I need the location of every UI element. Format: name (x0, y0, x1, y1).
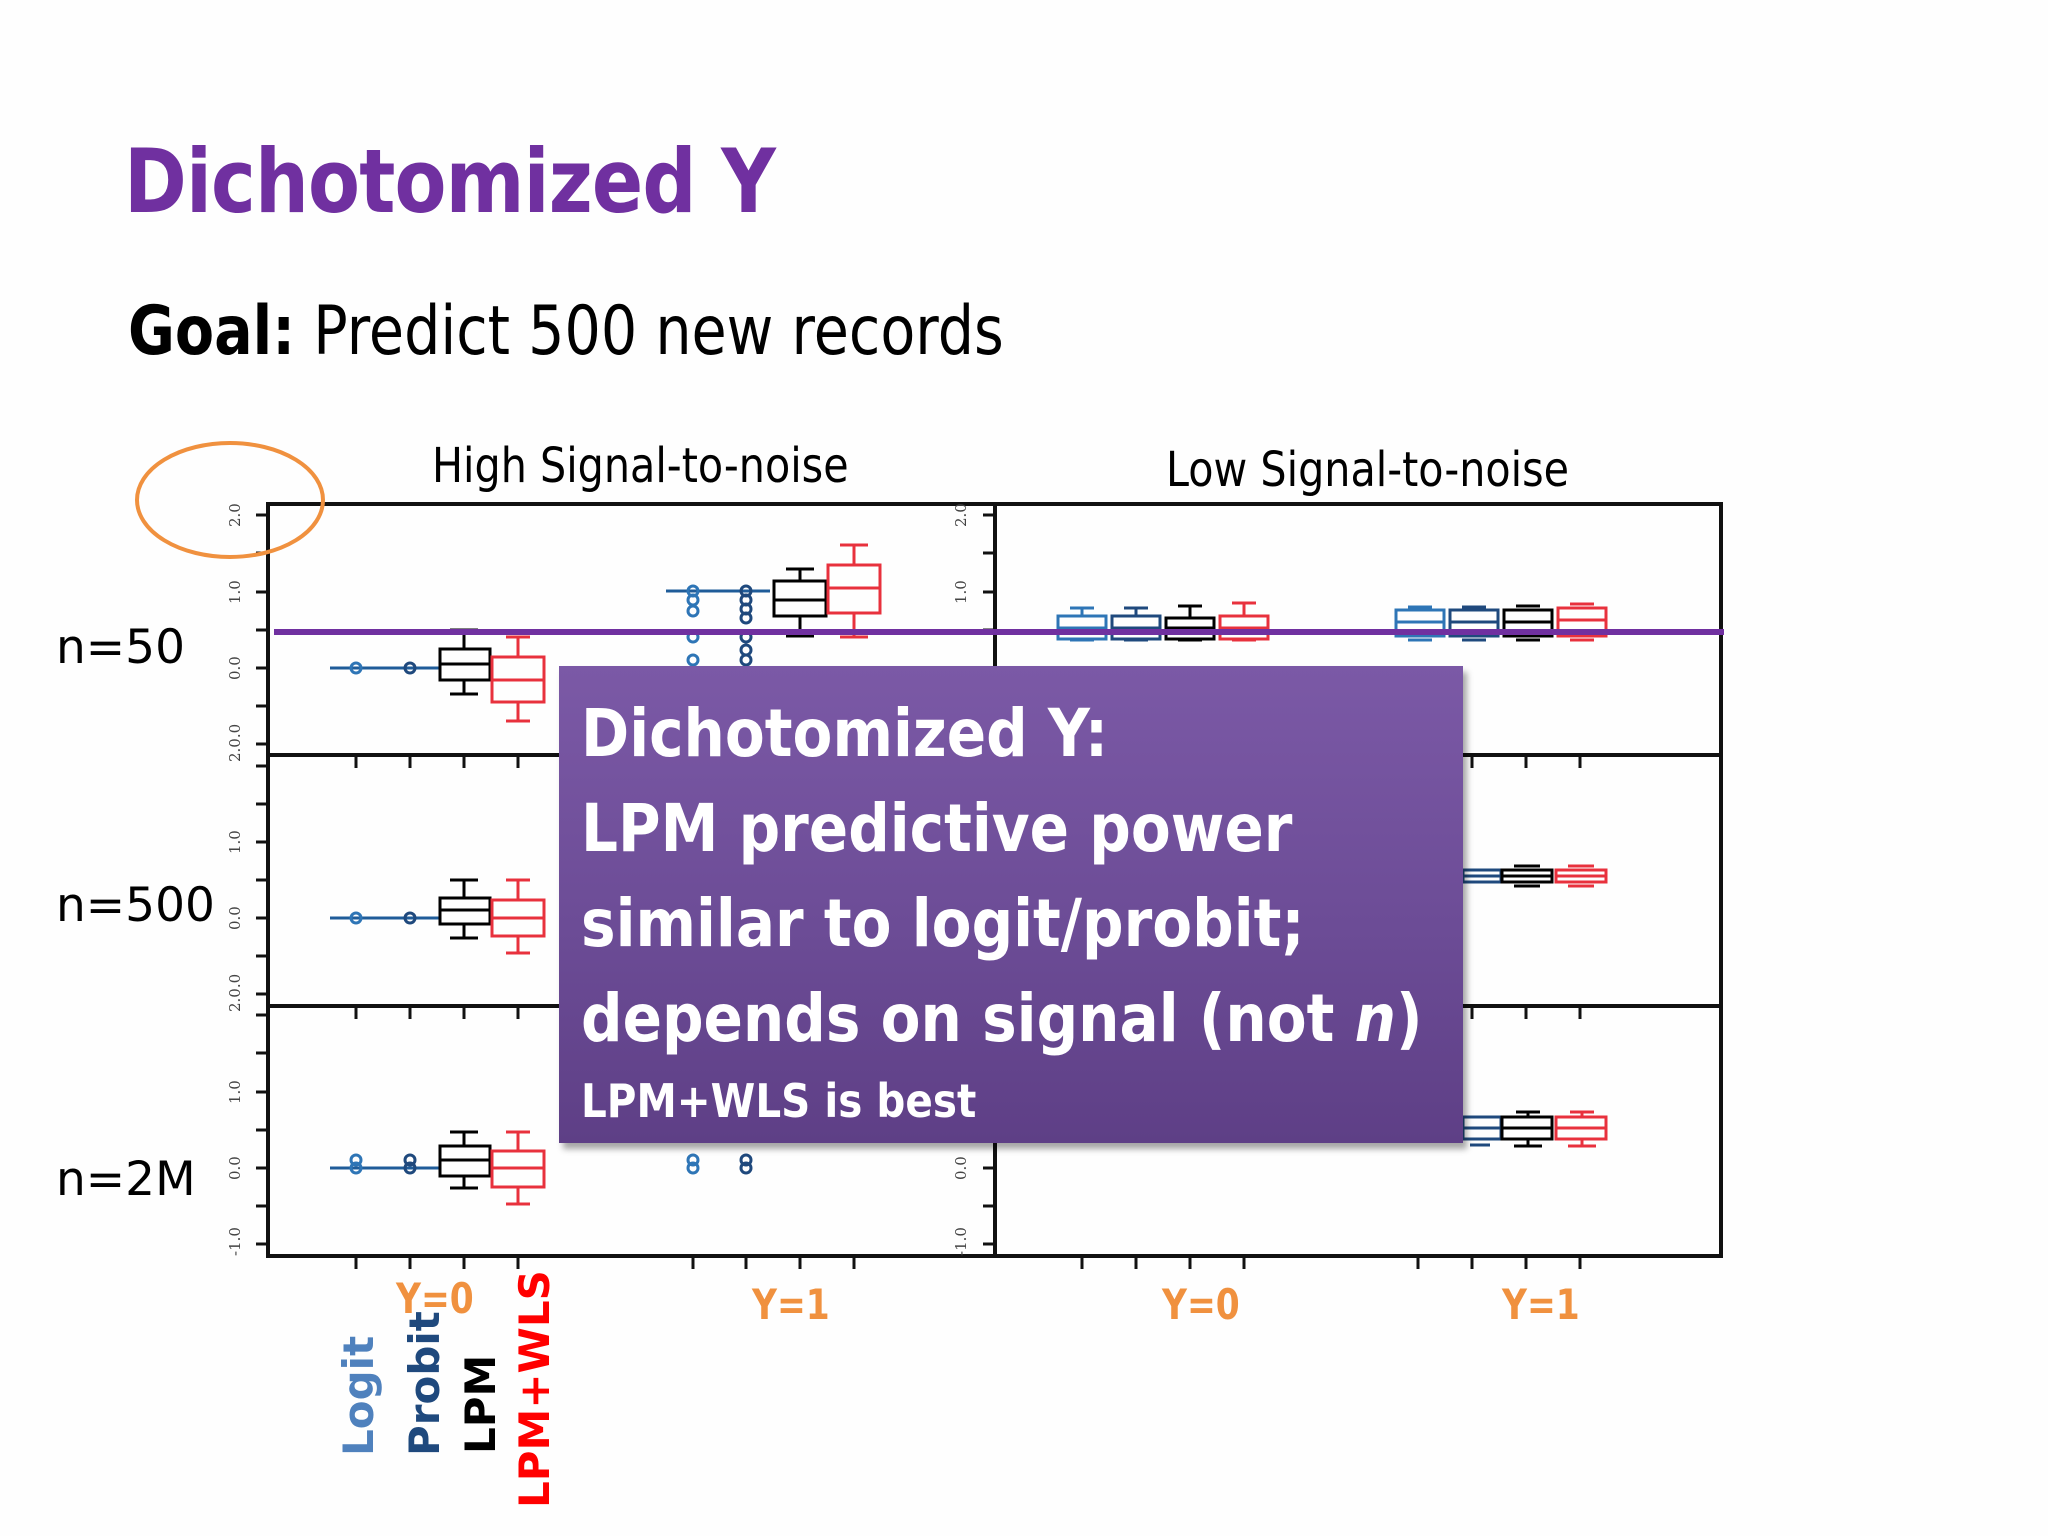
callout-line-2: LPM predictive power (581, 790, 1293, 867)
column-title-low-signal: Low Signal-to-noise (1166, 442, 1570, 498)
goal-label: Goal: (128, 292, 296, 371)
svg-text:1.0: 1.0 (952, 580, 970, 604)
callout-italic-n: n (1354, 980, 1396, 1057)
callout-line-4-text: depends on signal (not (581, 980, 1355, 1057)
svg-text:2.0.0: 2.0.0 (226, 974, 244, 1012)
svg-text:0.0: 0.0 (952, 1156, 970, 1180)
callout-close-paren: ) (1395, 980, 1423, 1057)
callout-box: Dichotomized Y: LPM predictive power sim… (559, 666, 1463, 1143)
panel-low-n2m (1461, 1110, 1608, 1148)
svg-text:-1.0: -1.0 (952, 1227, 970, 1256)
svg-text:2.0: 2.0 (952, 503, 970, 527)
x-label-low-y1: Y=1 (1502, 1280, 1580, 1329)
callout-footnote: LPM+WLS is best (581, 1074, 977, 1128)
callout-line-1: Dichotomized Y: (581, 695, 1109, 772)
legend-lpm-wls: LPM+WLS (510, 1270, 559, 1508)
x-axis-ticks (354, 756, 1582, 1269)
column-title-high-signal: High Signal-to-noise (432, 438, 849, 494)
legend-lpm: LPM (456, 1354, 505, 1454)
highlight-circle (135, 441, 325, 559)
goal-text: Predict 500 new records (295, 292, 1004, 371)
slide-title: Dichotomized Y (124, 130, 776, 233)
panel-high-n2m (330, 1130, 753, 1206)
svg-text:1.0: 1.0 (226, 1080, 244, 1104)
panel-high-n500 (330, 878, 546, 955)
svg-text:2.0: 2.0 (226, 503, 244, 527)
panel-low-n500 (1461, 864, 1608, 888)
callout-line-4: depends on signal (not n) (581, 971, 1423, 1066)
legend-probit: Probit (400, 1311, 449, 1456)
svg-text:2.0.0: 2.0.0 (226, 724, 244, 762)
svg-text:0.0: 0.0 (226, 1156, 244, 1180)
x-label-high-y0: Y=0 (396, 1274, 474, 1323)
legend-logit: Logit (334, 1335, 383, 1456)
row-label-n2m: n=2M (56, 1152, 196, 1207)
svg-text:1.0: 1.0 (226, 830, 244, 854)
panel-low-n50 (1056, 601, 1608, 642)
panel-high-n50 (330, 543, 882, 723)
svg-text:-1.0: -1.0 (226, 1227, 244, 1256)
row-label-n500: n=500 (56, 878, 215, 933)
goal-line: Goal: Predict 500 new records (128, 298, 1004, 366)
row-label-n50: n=50 (56, 620, 185, 675)
x-label-high-y1: Y=1 (752, 1280, 830, 1329)
svg-text:0.0: 0.0 (226, 906, 244, 930)
svg-text:1.0: 1.0 (226, 580, 244, 604)
y-tick-labels: 2.0 1.0 0.0 2.0.0 1.0 0.0 2.0.0 1.0 0.0 … (226, 503, 970, 1256)
x-label-low-y0: Y=0 (1162, 1280, 1240, 1329)
svg-text:0.0: 0.0 (226, 656, 244, 680)
callout-line-3: similar to logit/probit; (581, 885, 1305, 962)
